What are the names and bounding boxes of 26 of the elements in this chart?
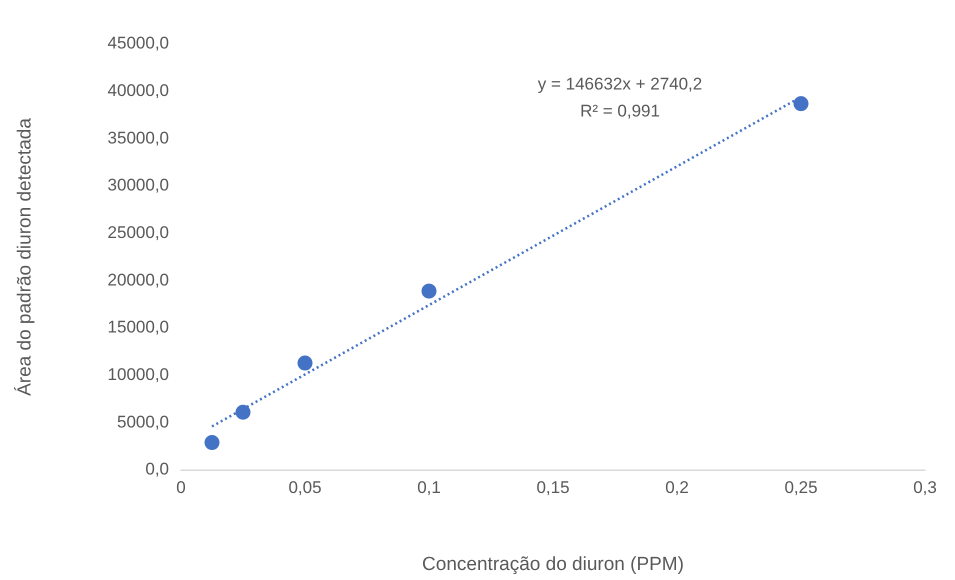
point (204, 435, 220, 450)
x-tick-label: 0,05 (288, 478, 322, 497)
point (236, 404, 250, 420)
point (794, 96, 808, 112)
x-tick-label: 0,2 (665, 478, 689, 497)
point (298, 356, 312, 371)
annotation: y = 146632x + 2740,2 (538, 74, 702, 94)
x-tick-label: 0,1 (417, 478, 441, 497)
y-tick-label: 0,0 (145, 460, 169, 479)
y-tick-label: 25000,0 (108, 223, 169, 242)
y-tick-label: 10000,0 (108, 365, 169, 384)
annotation: R² = 0,991 (580, 102, 660, 121)
y-axis-title: Área do padrão diuron detectada (14, 118, 36, 396)
x-axis-title: Concentração do diuron (PPM) (422, 554, 684, 575)
x-tick-label: 0,3 (913, 478, 937, 497)
y-tick-label: 15000,0 (108, 318, 169, 337)
y-tick-label: 5000,0 (117, 412, 169, 432)
y-tick-label: 45000,0 (108, 34, 169, 53)
x-tick-label: 0,25 (784, 478, 818, 497)
x-tick-label: 0,15 (536, 478, 570, 497)
y-tick-label: 20000,0 (108, 270, 169, 290)
y-tick-label: 35000,0 (108, 128, 169, 148)
x-tick-label: 0 (176, 478, 186, 497)
y-tick-label: 40000,0 (108, 81, 169, 100)
y-tick-label: 30000,0 (108, 176, 169, 195)
point (422, 284, 436, 299)
